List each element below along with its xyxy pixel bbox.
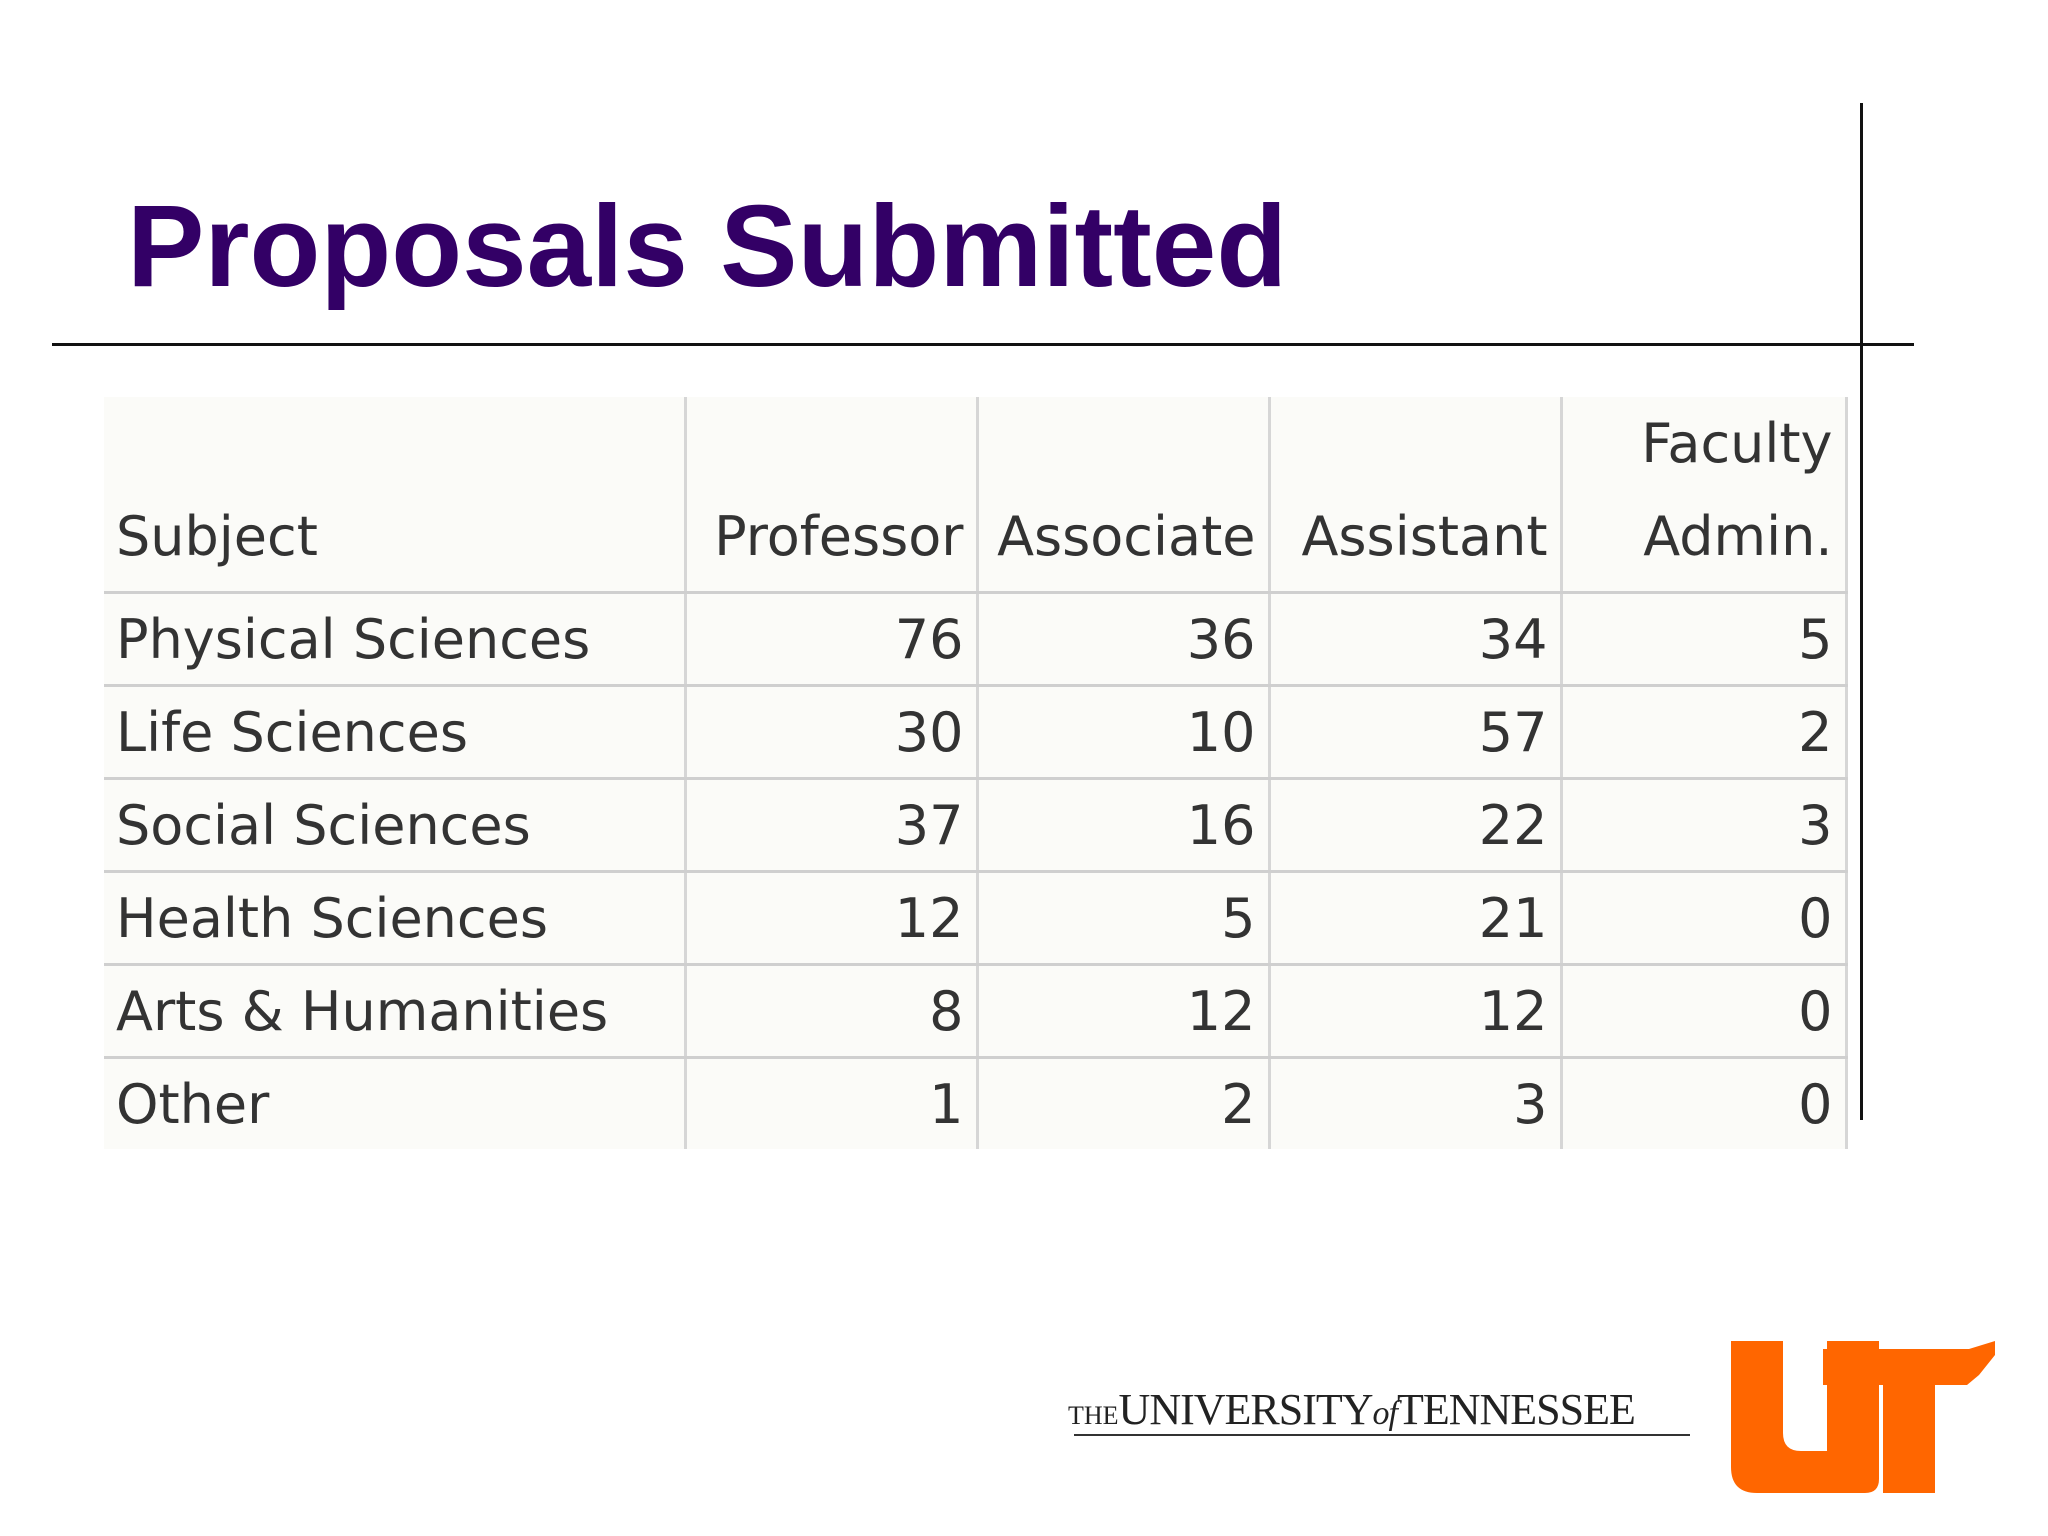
header-faculty-admin: Faculty Admin. (1561, 397, 1848, 594)
cell-associate: 5 (977, 871, 1271, 966)
cell-faculty-admin: 0 (1561, 871, 1848, 966)
cell-associate: 16 (977, 778, 1271, 873)
cell-subject: Life Sciences (104, 685, 687, 780)
cell-subject: Social Sciences (104, 778, 687, 873)
table-row: Health Sciences 12 5 21 0 (104, 871, 1848, 966)
cell-professor: 37 (685, 778, 979, 873)
cell-assistant: 34 (1269, 592, 1563, 687)
cell-associate: 2 (977, 1057, 1271, 1149)
header-subject: Subject (104, 397, 687, 594)
ut-logo-icon (1731, 1341, 1995, 1493)
slide-title: Proposals Submitted (127, 181, 1288, 311)
vertical-divider (1860, 103, 1863, 1120)
cell-professor: 12 (685, 871, 979, 966)
cell-faculty-admin: 0 (1561, 1057, 1848, 1149)
cell-professor: 8 (685, 964, 979, 1059)
cell-professor: 76 (685, 592, 979, 687)
cell-faculty-admin: 2 (1561, 685, 1848, 780)
table-row: Other 1 2 3 0 (104, 1057, 1848, 1149)
cell-assistant: 3 (1269, 1057, 1563, 1149)
cell-faculty-admin: 5 (1561, 592, 1848, 687)
cell-assistant: 12 (1269, 964, 1563, 1059)
cell-faculty-admin: 3 (1561, 778, 1848, 873)
cell-assistant: 57 (1269, 685, 1563, 780)
table-row: Arts & Humanities 8 12 12 0 (104, 964, 1848, 1059)
university-wordmark: THEUNIVERSITYofTENNESSEE (1068, 1385, 1636, 1434)
cell-associate: 10 (977, 685, 1271, 780)
title-divider (52, 343, 1914, 346)
cell-assistant: 22 (1269, 778, 1563, 873)
cell-associate: 36 (977, 592, 1271, 687)
cell-associate: 12 (977, 964, 1271, 1059)
wordmark-underline (1074, 1434, 1690, 1436)
cell-faculty-admin: 0 (1561, 964, 1848, 1059)
cell-subject: Health Sciences (104, 871, 687, 966)
table-header-row: Subject Professor Associate Assistant Fa… (104, 397, 1848, 594)
ut-logo-t-shape (1823, 1341, 1995, 1493)
cell-subject: Other (104, 1057, 687, 1149)
header-professor: Professor (685, 397, 979, 594)
cell-professor: 1 (685, 1057, 979, 1149)
cell-subject: Arts & Humanities (104, 964, 687, 1059)
cell-subject: Physical Sciences (104, 592, 687, 687)
cell-assistant: 21 (1269, 871, 1563, 966)
cell-professor: 30 (685, 685, 979, 780)
table-row: Physical Sciences 76 36 34 5 (104, 592, 1848, 687)
header-associate: Associate (977, 397, 1271, 594)
table-row: Life Sciences 30 10 57 2 (104, 685, 1848, 780)
table-row: Social Sciences 37 16 22 3 (104, 778, 1848, 873)
header-assistant: Assistant (1269, 397, 1563, 594)
proposals-table: Subject Professor Associate Assistant Fa… (104, 397, 1848, 1149)
